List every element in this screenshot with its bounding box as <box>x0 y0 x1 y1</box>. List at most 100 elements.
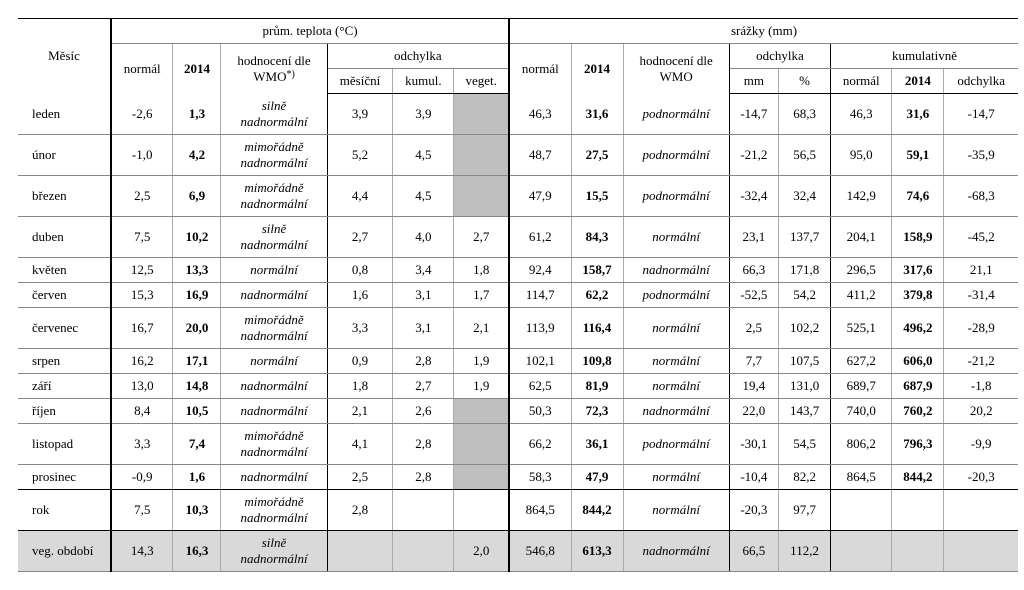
cell-t-veget <box>454 134 509 175</box>
cell-p-2014: 27,5 <box>571 134 623 175</box>
cell-t-normal: 14,3 <box>111 530 173 571</box>
cell-p-hodnoceni: podnormální <box>623 282 729 307</box>
cell-c-odchylka: -31,4 <box>944 282 1018 307</box>
cell-c-2014: 496,2 <box>892 307 944 348</box>
cell-c-normal <box>831 489 892 530</box>
cell-t-veget: 1,9 <box>454 348 509 373</box>
cell-t-mesicni: 2,1 <box>327 398 393 423</box>
cell-p-hodnoceni: normální <box>623 489 729 530</box>
cell-p-normal: 102,1 <box>509 348 571 373</box>
cell-c-2014 <box>892 489 944 530</box>
cell-t-veget <box>454 94 509 135</box>
cell-p-normal: 50,3 <box>509 398 571 423</box>
cell-p-2014: 84,3 <box>571 216 623 257</box>
cell-p-2014: 109,8 <box>571 348 623 373</box>
cell-t-hodnoceni: normální <box>221 257 327 282</box>
cell-c-odchylka <box>944 489 1018 530</box>
hdr-mesic: Měsíc <box>18 19 111 94</box>
cell-p-normal: 92,4 <box>509 257 571 282</box>
cell-p-2014: 36,1 <box>571 423 623 464</box>
cell-month: veg. období <box>18 530 111 571</box>
cell-t-veget: 1,8 <box>454 257 509 282</box>
cell-t-2014: 1,3 <box>173 94 221 135</box>
cell-c-odchylka: -68,3 <box>944 175 1018 216</box>
hdr-t-hodnoceni: hodnocení dleWMO*) <box>221 44 327 94</box>
cell-t-mesicni: 4,1 <box>327 423 393 464</box>
hdr-p-pct: % <box>779 69 831 94</box>
cell-t-2014: 10,5 <box>173 398 221 423</box>
cell-month: srpen <box>18 348 111 373</box>
cell-c-2014: 158,9 <box>892 216 944 257</box>
cell-t-hodnoceni: mimořádněnadnormální <box>221 489 327 530</box>
cell-p-normal: 61,2 <box>509 216 571 257</box>
cell-c-2014: 59,1 <box>892 134 944 175</box>
cell-c-normal: 46,3 <box>831 94 892 135</box>
cell-p-hodnoceni: normální <box>623 348 729 373</box>
cell-t-2014: 20,0 <box>173 307 221 348</box>
summary-row: rok7,510,3mimořádněnadnormální2,8864,584… <box>18 489 1018 530</box>
cell-c-normal: 689,7 <box>831 373 892 398</box>
cell-t-kumul: 2,6 <box>393 398 454 423</box>
cell-p-mm: -10,4 <box>729 464 778 489</box>
cell-t-normal: -1,0 <box>111 134 173 175</box>
cell-month: leden <box>18 94 111 135</box>
cell-p-mm: 7,7 <box>729 348 778 373</box>
cell-p-pct: 68,3 <box>779 94 831 135</box>
hdr-p-hodnoceni: hodnocení dleWMO <box>623 44 729 94</box>
cell-month: duben <box>18 216 111 257</box>
cell-p-hodnoceni: podnormální <box>623 94 729 135</box>
cell-c-2014: 606,0 <box>892 348 944 373</box>
cell-p-pct: 137,7 <box>779 216 831 257</box>
cell-p-normal: 864,5 <box>509 489 571 530</box>
cell-p-2014: 613,3 <box>571 530 623 571</box>
cell-c-odchylka: -20,3 <box>944 464 1018 489</box>
cell-p-mm: 23,1 <box>729 216 778 257</box>
hdr-p-odchylka: odchylka <box>729 44 830 69</box>
cell-t-hodnoceni: nadnormální <box>221 373 327 398</box>
cell-t-veget <box>454 398 509 423</box>
cell-p-pct: 97,7 <box>779 489 831 530</box>
hdr-c-2014: 2014 <box>892 69 944 94</box>
cell-p-hodnoceni: normální <box>623 464 729 489</box>
cell-p-normal: 62,5 <box>509 373 571 398</box>
hdr-p-kumul: kumulativně <box>831 44 1018 69</box>
cell-p-hodnoceni: podnormální <box>623 134 729 175</box>
cell-t-hodnoceni: silněnadnormální <box>221 530 327 571</box>
cell-p-2014: 31,6 <box>571 94 623 135</box>
cell-c-normal: 806,2 <box>831 423 892 464</box>
cell-c-2014: 31,6 <box>892 94 944 135</box>
cell-p-mm: -32,4 <box>729 175 778 216</box>
hdr-p-mm: mm <box>729 69 778 94</box>
cell-p-mm: -14,7 <box>729 94 778 135</box>
cell-p-pct: 171,8 <box>779 257 831 282</box>
cell-t-2014: 16,9 <box>173 282 221 307</box>
cell-t-kumul: 3,1 <box>393 307 454 348</box>
cell-t-kumul: 3,9 <box>393 94 454 135</box>
cell-c-odchylka: -14,7 <box>944 94 1018 135</box>
cell-c-normal: 627,2 <box>831 348 892 373</box>
cell-p-hodnoceni: normální <box>623 373 729 398</box>
cell-p-pct: 143,7 <box>779 398 831 423</box>
cell-t-kumul: 2,8 <box>393 464 454 489</box>
cell-t-2014: 17,1 <box>173 348 221 373</box>
cell-c-normal: 95,0 <box>831 134 892 175</box>
hdr-t-normal: normál <box>111 44 173 94</box>
cell-t-normal: 3,3 <box>111 423 173 464</box>
cell-t-kumul: 3,1 <box>393 282 454 307</box>
cell-t-normal: 15,3 <box>111 282 173 307</box>
cell-t-mesicni: 0,9 <box>327 348 393 373</box>
cell-c-normal: 142,9 <box>831 175 892 216</box>
cell-p-hodnoceni: nadnormální <box>623 530 729 571</box>
hdr-t-veget: veget. <box>454 69 509 94</box>
cell-t-mesicni: 2,8 <box>327 489 393 530</box>
cell-t-normal: 16,2 <box>111 348 173 373</box>
cell-p-2014: 116,4 <box>571 307 623 348</box>
cell-p-normal: 113,9 <box>509 307 571 348</box>
cell-t-kumul: 2,7 <box>393 373 454 398</box>
table-row: září13,014,8nadnormální1,82,71,962,581,9… <box>18 373 1018 398</box>
cell-p-pct: 56,5 <box>779 134 831 175</box>
cell-p-pct: 32,4 <box>779 175 831 216</box>
cell-t-mesicni: 3,9 <box>327 94 393 135</box>
cell-c-odchylka: -9,9 <box>944 423 1018 464</box>
hdr-t-2014: 2014 <box>173 44 221 94</box>
